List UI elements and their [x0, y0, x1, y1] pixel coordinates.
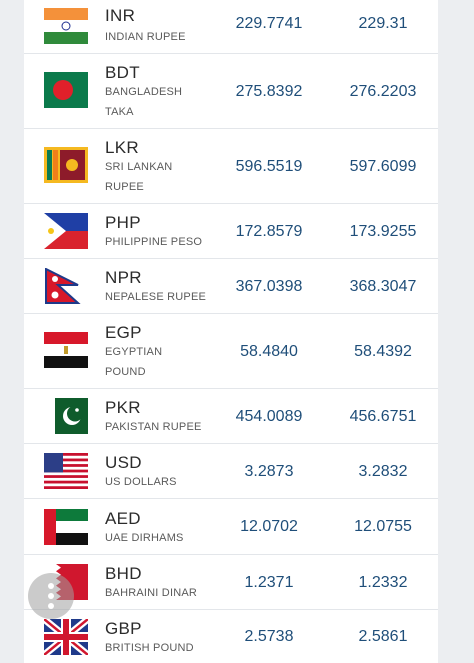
- india-flag-icon: [44, 8, 88, 44]
- currency-row-npr[interactable]: NPR NEPALESE RUPEE 367.0398 368.3047: [24, 259, 438, 314]
- currency-row-usd[interactable]: USD US DOLLARS 3.2873 3.2832: [24, 444, 438, 499]
- currency-rate-1: 172.8579: [235, 223, 303, 240]
- currency-row-lkr[interactable]: LKR SRI LANKAN RUPEE 596.5519 597.6099: [24, 129, 438, 204]
- currency-row-gbp[interactable]: GBP BRITISH POUND 2.5738 2.5861: [24, 610, 438, 663]
- currency-name: BRITISH POUND: [105, 642, 194, 654]
- currency-name: UAE DIRHAMS: [105, 532, 184, 544]
- nepal-flag-icon: [44, 268, 88, 304]
- currency-name: INDIAN RUPEE: [105, 31, 186, 43]
- currency-code: BDT: [105, 63, 140, 82]
- currency-rate-2: 368.3047: [349, 278, 417, 295]
- currency-code: USD: [105, 453, 142, 472]
- currency-code: PKR: [105, 398, 141, 417]
- floating-menu-button[interactable]: [28, 573, 74, 619]
- currency-rate-1: 596.5519: [235, 158, 303, 175]
- pakistan-flag-icon: [44, 398, 88, 434]
- currency-rate-1: 3.2873: [244, 463, 294, 480]
- philippines-flag-icon: [44, 213, 88, 249]
- currency-code: NPR: [105, 268, 142, 287]
- currency-code: GBP: [105, 619, 142, 638]
- currency-rate-2: 597.6099: [349, 158, 417, 175]
- currency-name: PAKISTAN RUPEE: [105, 421, 202, 433]
- currency-name: BAHRAINI DINAR: [105, 587, 198, 599]
- currency-rate-2: 58.4392: [354, 343, 412, 360]
- currency-rate-2: 12.0755: [354, 518, 412, 535]
- currency-row-bhd[interactable]: BHD BAHRAINI DINAR 1.2371 1.2332: [24, 555, 438, 610]
- exchange-rate-list: INR INDIAN RUPEE 229.7741 229.31 BDT BAN…: [24, 0, 438, 663]
- currency-row-pkr[interactable]: PKR PAKISTAN RUPEE 454.0089 456.6751: [24, 389, 438, 444]
- currency-rate-1: 275.8392: [235, 83, 303, 100]
- usa-flag-icon: [44, 453, 88, 489]
- currency-name: US DOLLARS: [105, 476, 177, 488]
- currency-rate-1: 12.0702: [240, 518, 298, 535]
- currency-name: SRI LANKAN RUPEE: [105, 161, 173, 193]
- sri-lanka-flag-icon: [44, 147, 88, 183]
- currency-code: EGP: [105, 323, 142, 342]
- currency-rate-1: 58.4840: [240, 343, 298, 360]
- currency-code: INR: [105, 6, 136, 25]
- currency-rate-1: 454.0089: [235, 408, 303, 425]
- currency-code: BHD: [105, 564, 142, 583]
- currency-rate-2: 2.5861: [358, 628, 408, 645]
- currency-name: EGYPTIAN POUND: [105, 346, 163, 378]
- uk-flag-icon: [44, 619, 88, 655]
- egypt-flag-icon: [44, 332, 88, 368]
- currency-rate-2: 276.2203: [349, 83, 417, 100]
- currency-row-egp[interactable]: EGP EGYPTIAN POUND 58.4840 58.4392: [24, 314, 438, 389]
- currency-rate-2: 456.6751: [349, 408, 417, 425]
- currency-name: NEPALESE RUPEE: [105, 291, 207, 303]
- currency-rate-1: 229.7741: [235, 15, 303, 32]
- currency-rate-1: 2.5738: [244, 628, 294, 645]
- currency-row-php[interactable]: PHP PHILIPPINE PESO 172.8579 173.9255: [24, 204, 438, 259]
- currency-row-bdt[interactable]: BDT BANGLADESH TAKA 275.8392 276.2203: [24, 54, 438, 129]
- bangladesh-flag-icon: [44, 72, 88, 108]
- currency-code: LKR: [105, 138, 139, 157]
- uae-flag-icon: [44, 509, 88, 545]
- currency-name: PHILIPPINE PESO: [105, 236, 203, 248]
- currency-rate-1: 1.2371: [244, 574, 294, 591]
- currency-rate-2: 3.2832: [358, 463, 408, 480]
- currency-row-inr[interactable]: INR INDIAN RUPEE 229.7741 229.31: [24, 0, 438, 54]
- currency-rate-2: 1.2332: [358, 574, 408, 591]
- currency-row-aed[interactable]: AED UAE DIRHAMS 12.0702 12.0755: [24, 499, 438, 555]
- currency-code: AED: [105, 509, 141, 528]
- currency-rate-2: 173.9255: [349, 223, 417, 240]
- currency-rate-1: 367.0398: [235, 278, 303, 295]
- currency-rate-2: 229.31: [358, 15, 408, 32]
- currency-code: PHP: [105, 213, 141, 232]
- currency-name: BANGLADESH TAKA: [105, 86, 183, 118]
